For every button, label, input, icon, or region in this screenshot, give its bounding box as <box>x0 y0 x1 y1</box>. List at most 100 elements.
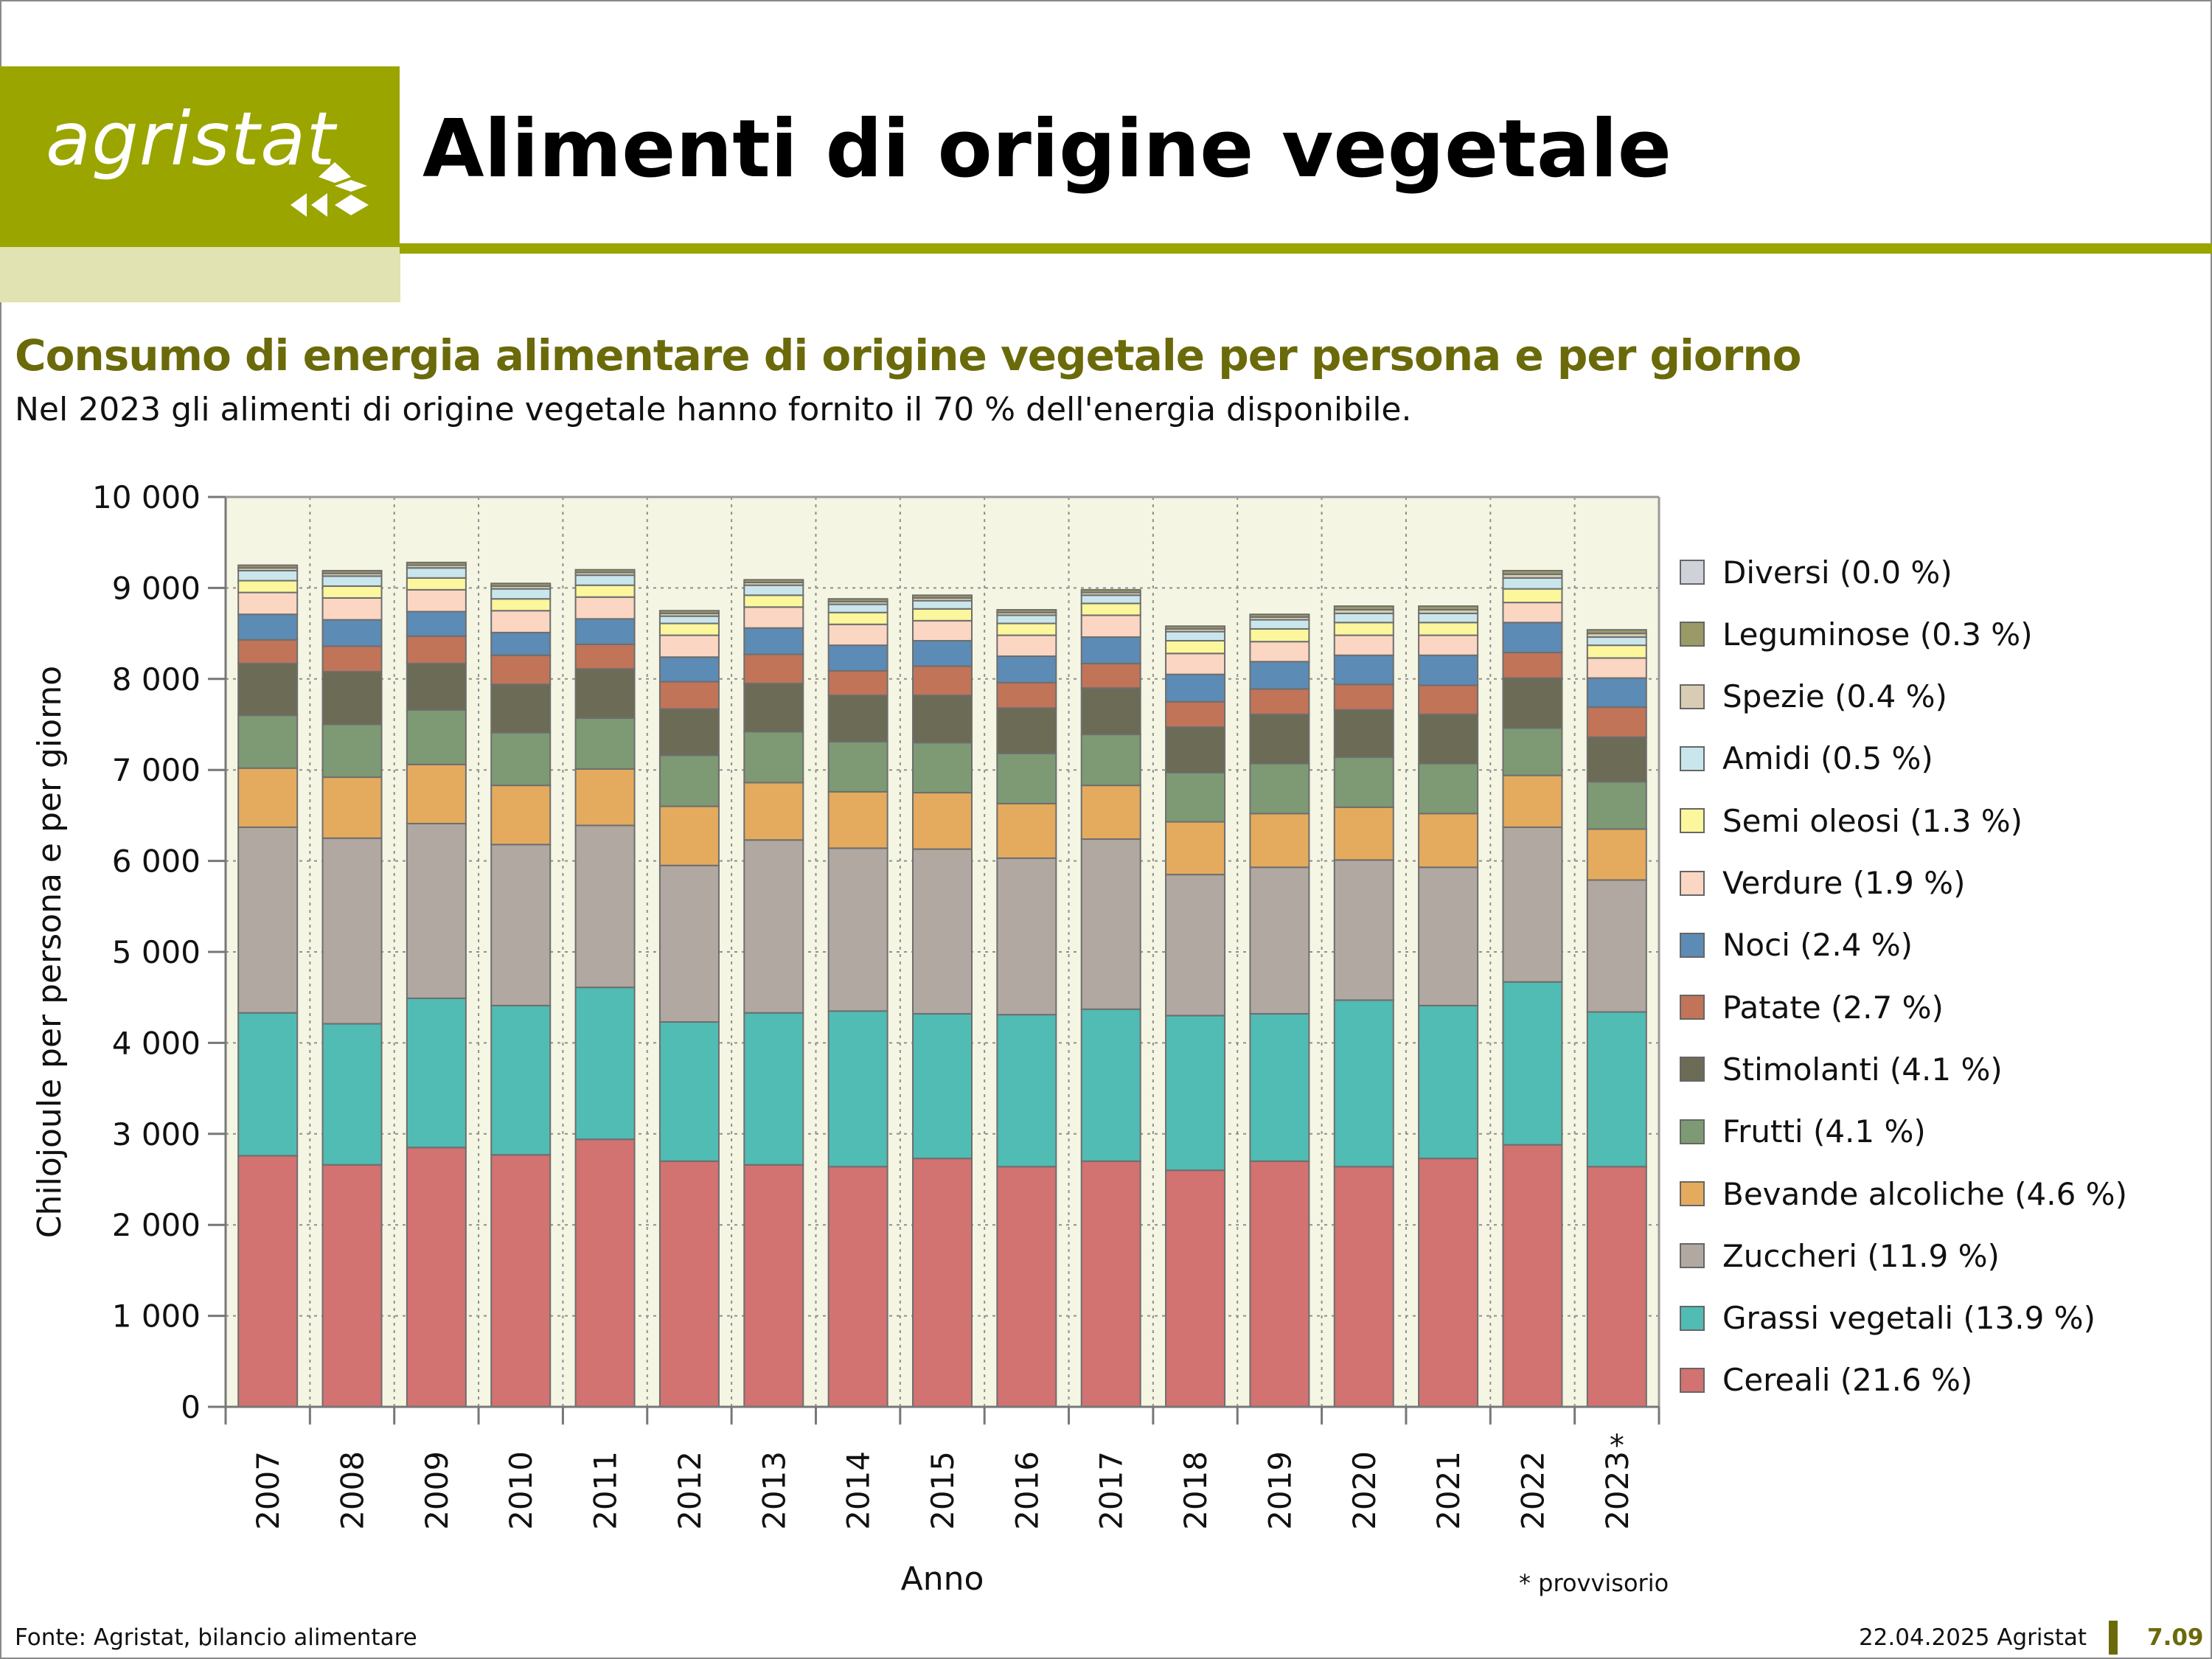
bar-segment <box>237 662 299 717</box>
bar-segment <box>1249 627 1310 643</box>
bar-stack-2015 <box>912 594 973 1408</box>
bar-segment <box>1418 622 1479 636</box>
legend-item: Frutti (4.1 %) <box>1680 1113 1926 1150</box>
y-tick-label: 10 000 <box>92 479 201 515</box>
bar-segment <box>1502 577 1563 590</box>
bar-segment <box>574 987 636 1141</box>
bar-segment <box>1080 594 1141 605</box>
bar-segment <box>827 790 888 849</box>
legend-item: Bevande alcoliche (4.6 %) <box>1680 1175 2127 1212</box>
logo-underlay <box>0 247 400 302</box>
bar-segment <box>321 619 383 647</box>
bar-segment <box>1502 774 1563 828</box>
bar-segment <box>1080 734 1141 787</box>
y-tick-label: 2 000 <box>112 1207 201 1243</box>
legend-item: Grassi vegetali (13.9 %) <box>1680 1300 2096 1337</box>
bar-segment <box>1249 762 1310 815</box>
x-axis-label: Anno <box>901 1560 984 1598</box>
bar-segment <box>1586 781 1647 830</box>
bar-segment <box>1333 806 1394 861</box>
bar-segment <box>1080 838 1141 1010</box>
bar-segment <box>321 1023 383 1166</box>
bar-segment <box>1586 828 1647 881</box>
bar-segment <box>406 709 467 765</box>
bar-segment <box>237 564 299 569</box>
y-tick-label: 3 000 <box>112 1116 201 1152</box>
bar-segment <box>321 569 383 574</box>
legend-label: Stimolanti (4.1 %) <box>1722 1051 2003 1088</box>
bar-segment <box>743 1012 804 1166</box>
bar-segment <box>490 844 552 1006</box>
bar-segment <box>1418 612 1479 624</box>
bar-segment <box>574 643 636 670</box>
bar-segment <box>912 599 973 610</box>
bar-segment <box>490 582 552 587</box>
bar-segment <box>1080 687 1141 736</box>
legend-label: Bevande alcoliche (4.6 %) <box>1722 1175 2127 1212</box>
legend-swatch <box>1680 1305 1705 1331</box>
bar-segment <box>743 653 804 684</box>
x-tick-label: 2011 <box>588 1451 624 1530</box>
bar-segment <box>1080 662 1141 689</box>
bar-segment <box>1249 813 1310 869</box>
bar-segment <box>912 594 973 599</box>
legend-item: Spezie (0.4 %) <box>1680 678 1947 714</box>
legend-label: Grassi vegetali (13.9 %) <box>1722 1300 2096 1337</box>
bar-segment <box>1418 605 1479 611</box>
x-tick-label: 2023 <box>1599 1451 1635 1530</box>
bar-segment <box>1249 613 1310 618</box>
bar-segment <box>996 1014 1057 1168</box>
bar-segment <box>1249 688 1310 715</box>
legend-item: Leguminose (0.3 %) <box>1680 616 2033 653</box>
provisional-note: * provvisorio <box>1519 1569 1669 1597</box>
bar-segment <box>1586 736 1647 783</box>
legend-label: Diversi (0.0 %) <box>1722 554 1952 591</box>
bar-stack-2014 <box>827 598 888 1408</box>
header-rule <box>400 243 2212 254</box>
x-tick-mark: * <box>1610 1429 1624 1463</box>
bar-stack-2017 <box>1080 588 1141 1408</box>
x-tick-label: 2009 <box>419 1451 455 1530</box>
bar-segment <box>1333 999 1394 1168</box>
bar-segment <box>912 848 973 1015</box>
bar-segment <box>1249 713 1310 765</box>
bar-stack-2012 <box>658 610 720 1408</box>
legend-swatch <box>1680 745 1705 771</box>
bar-stack-2023 <box>1586 629 1647 1408</box>
legend-item: Amidi (0.5 %) <box>1680 740 1933 776</box>
x-tick-label: 2018 <box>1178 1451 1214 1530</box>
bar-segment <box>490 631 552 656</box>
legend-swatch <box>1680 870 1705 896</box>
bar-segment <box>321 575 383 587</box>
y-tick-labels: 0 1 000 2 000 3 000 4 000 5 000 6 000 7 000 8 00… <box>92 479 201 1425</box>
bar-segment <box>996 857 1057 1016</box>
bar-segment <box>490 598 552 612</box>
legend-item: Noci (2.4 %) <box>1680 927 1913 963</box>
bar-stack-2013 <box>743 579 804 1408</box>
bar-segment <box>406 577 467 591</box>
x-tick-label: 2007 <box>250 1451 286 1530</box>
bar-segment <box>1586 677 1647 709</box>
bar-segment <box>658 656 720 683</box>
bar-segment <box>1333 634 1394 656</box>
bar-segment <box>1080 785 1141 840</box>
bar-segment <box>574 668 636 719</box>
bar-segment <box>1333 1166 1394 1408</box>
bar-segment <box>490 684 552 734</box>
legend-swatch <box>1680 1243 1705 1269</box>
bar-segment <box>237 1155 299 1408</box>
bar-segment <box>406 561 467 566</box>
bar-segment <box>996 609 1057 613</box>
bar-segment <box>574 618 636 645</box>
bar-segment <box>1080 614 1141 639</box>
bar-segment <box>827 623 888 647</box>
bar-segment <box>1502 677 1563 729</box>
bar-stack-2009 <box>406 561 467 1408</box>
bar-segment <box>1586 1011 1647 1168</box>
bar-segment <box>827 603 888 613</box>
legend-swatch <box>1680 808 1705 834</box>
bar-segment <box>1333 605 1394 611</box>
bar-stack-2018 <box>1165 625 1226 1408</box>
bar-segment <box>996 681 1057 709</box>
legend-swatch <box>1680 622 1705 647</box>
